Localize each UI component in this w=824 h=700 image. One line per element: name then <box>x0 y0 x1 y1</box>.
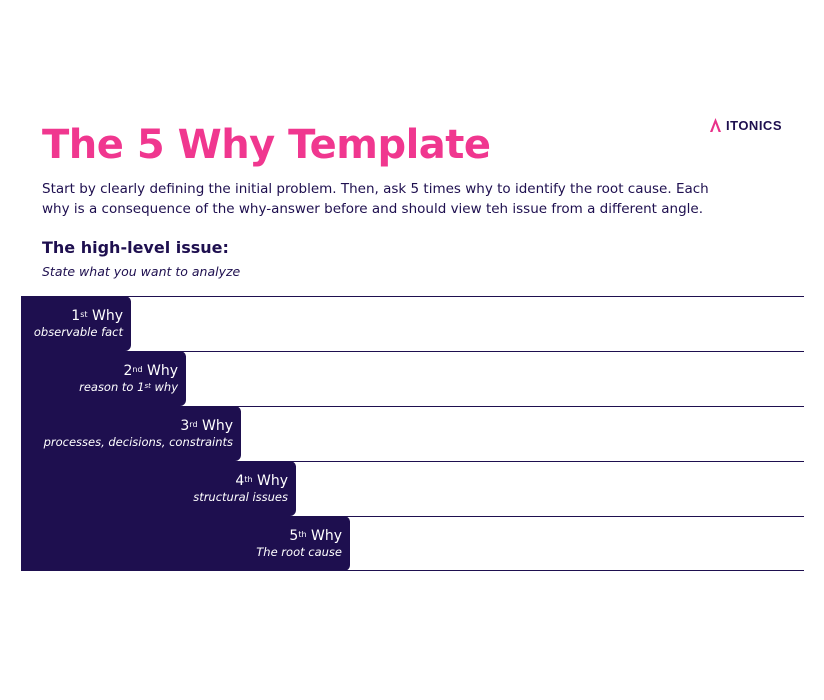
page-title: The 5 Why Template <box>42 122 491 168</box>
why-title-4: 4th Why <box>235 473 288 489</box>
why-title-3: 3rd Why <box>180 418 233 434</box>
answer-line-5[interactable] <box>21 570 804 571</box>
answer-line-3[interactable] <box>21 461 804 462</box>
logo-text: ITONICS <box>726 117 782 133</box>
why-desc-1: observable fact <box>33 325 123 339</box>
why-desc-4: structural issues <box>193 490 288 504</box>
why-tab-1: 1st Why observable fact <box>21 296 131 351</box>
why-title-2: 2nd Why <box>123 363 178 379</box>
why-desc-5: The root cause <box>256 545 342 559</box>
intro-paragraph: Start by clearly defining the initial pr… <box>42 181 709 217</box>
answer-line-1[interactable] <box>21 351 804 352</box>
itonics-logo: ITONICS <box>709 115 782 135</box>
why-desc-2: reason to 1st why <box>79 380 178 394</box>
divider-line <box>21 296 804 297</box>
answer-line-2[interactable] <box>21 406 804 407</box>
issue-heading: The high-level issue: <box>42 238 229 257</box>
why-tab-5: 5th Why The root cause <box>21 516 350 571</box>
why-tab-2: 2nd Why reason to 1st why <box>21 351 186 406</box>
why-title-1: 1st Why <box>71 308 123 324</box>
why-title-5: 5th Why <box>289 528 342 544</box>
why-tab-4: 4th Why structural issues <box>21 461 296 516</box>
answer-line-4[interactable] <box>21 516 804 517</box>
issue-subtext: State what you want to analyze <box>42 264 241 279</box>
why-tab-3: 3rd Why processes, decisions, constraint… <box>21 406 241 461</box>
why-staircase: 1st Why observable fact 2nd Why reason t… <box>21 296 351 571</box>
why-desc-3: processes, decisions, constraints <box>43 435 233 449</box>
itonics-triangle-icon <box>710 118 721 132</box>
